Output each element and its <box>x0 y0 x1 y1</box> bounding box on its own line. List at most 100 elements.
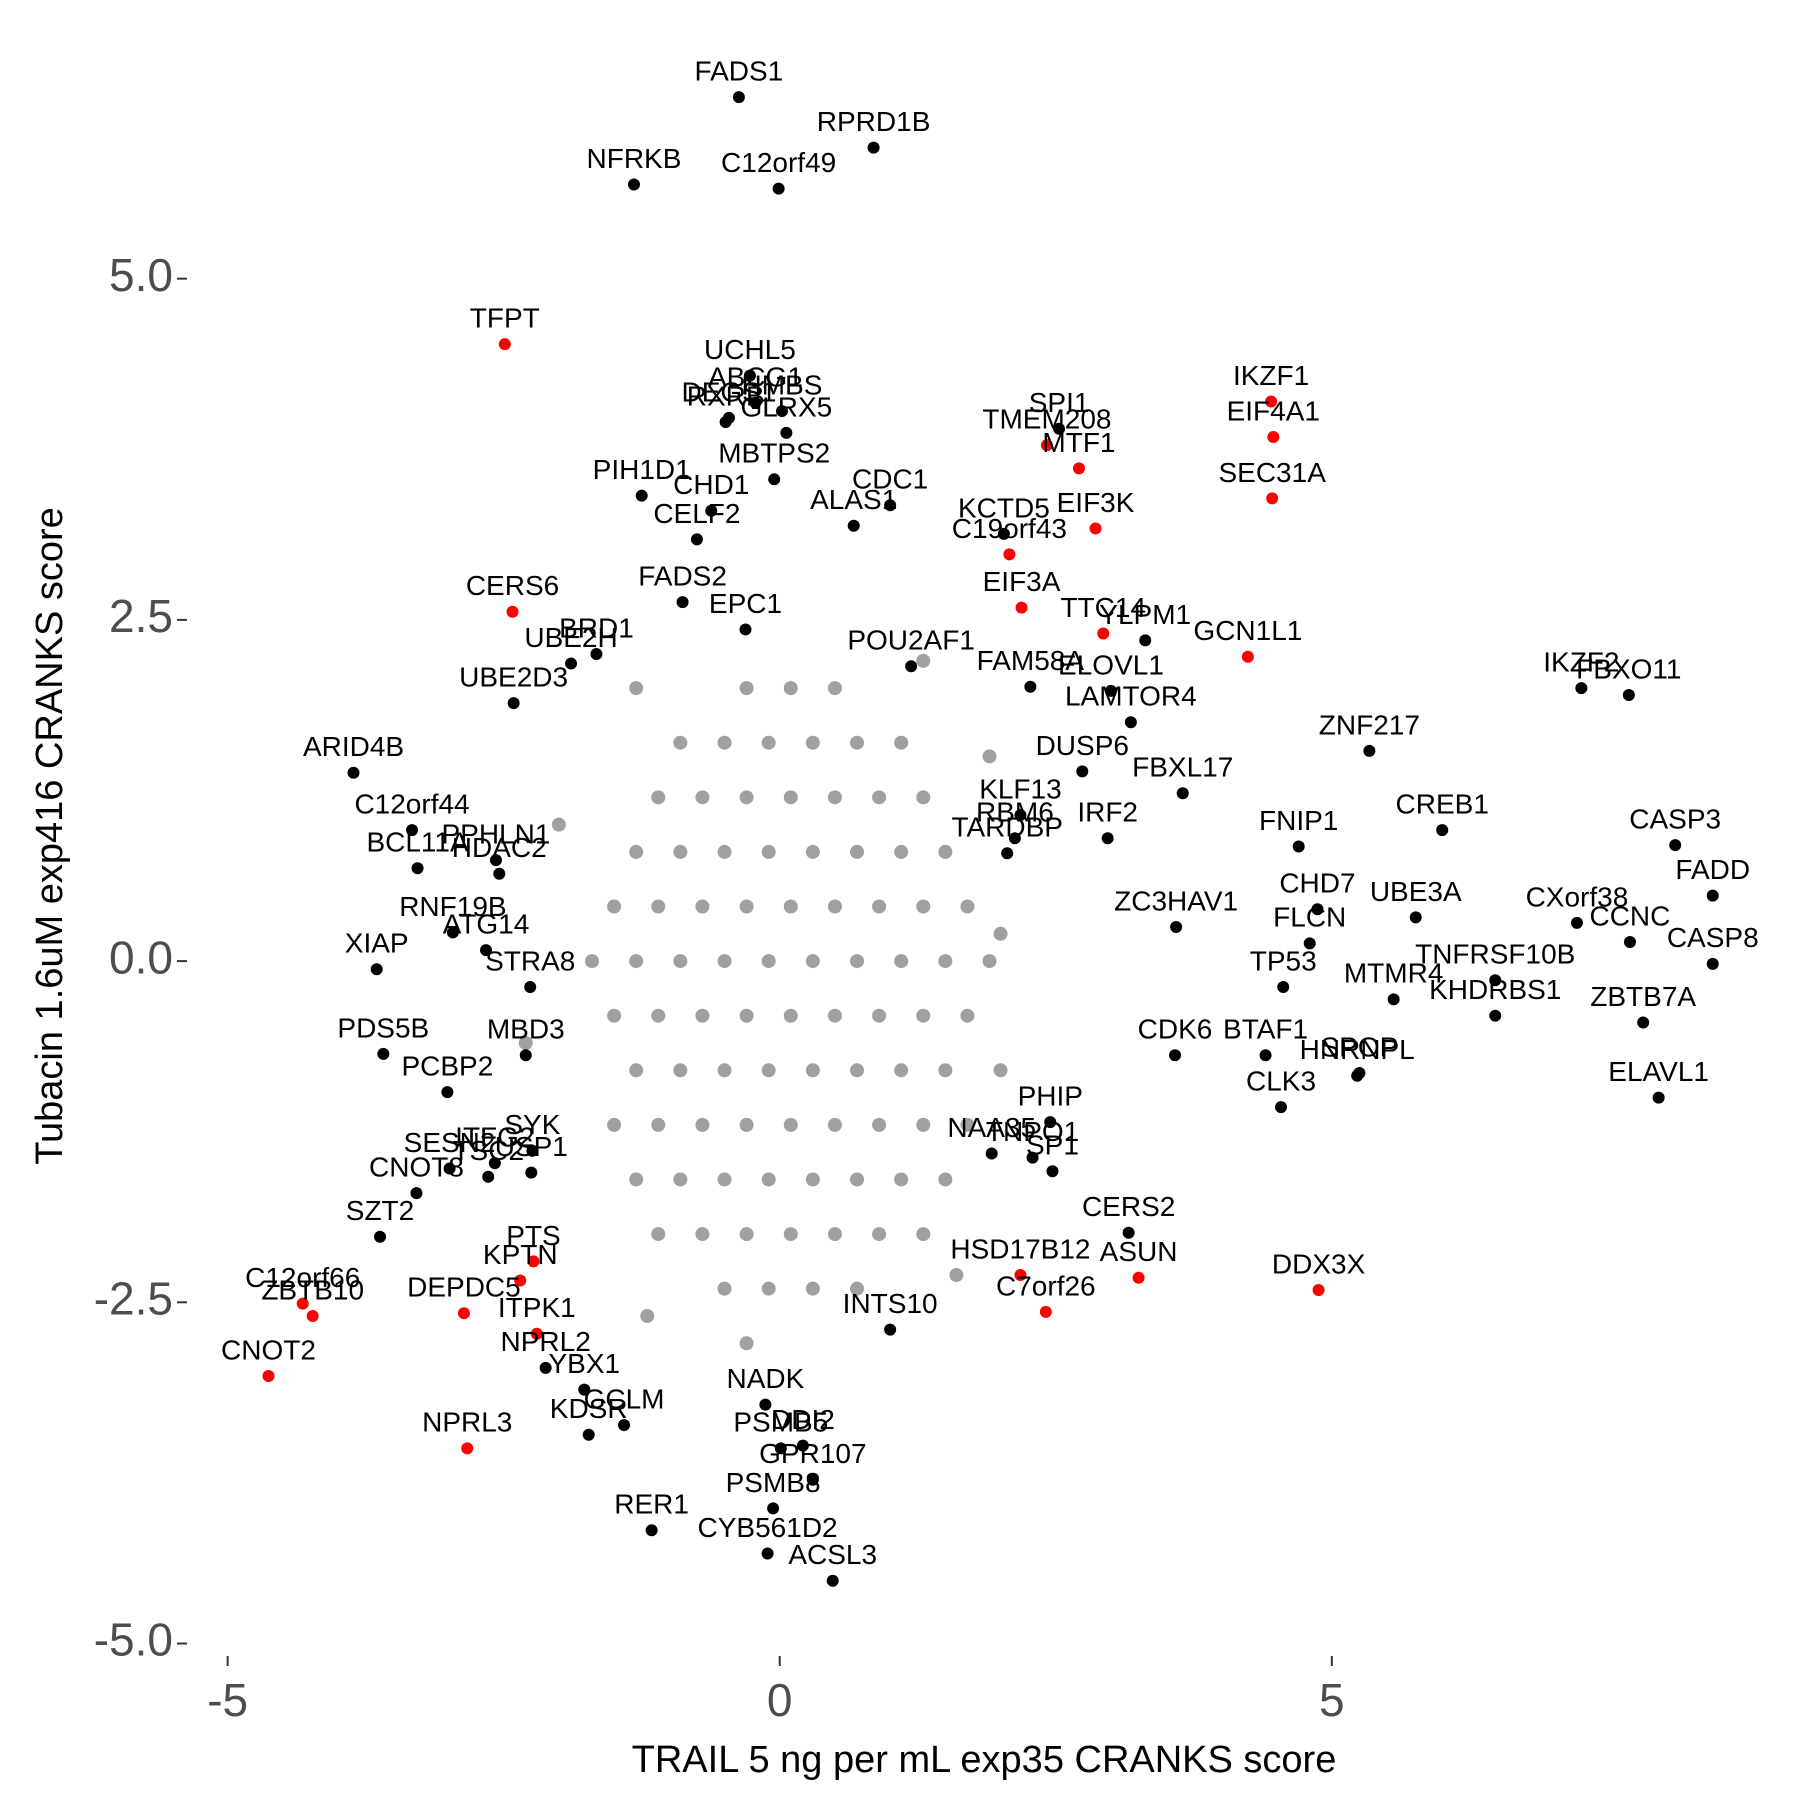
point-label: DEPDC5 <box>407 1272 521 1303</box>
point <box>607 1117 622 1132</box>
point <box>673 1063 688 1078</box>
point <box>480 944 493 957</box>
point <box>629 1063 644 1078</box>
point <box>1046 1165 1059 1178</box>
point-label: USP1 <box>495 1131 568 1162</box>
point <box>651 1117 666 1132</box>
point <box>607 1008 622 1023</box>
point <box>894 1172 909 1187</box>
point <box>1026 1151 1039 1164</box>
point <box>1436 824 1449 837</box>
point <box>347 766 360 779</box>
point <box>1570 916 1583 929</box>
point <box>1637 1016 1650 1029</box>
point-label: ACSL3 <box>788 1539 877 1570</box>
point-label: INTS10 <box>843 1288 938 1319</box>
point <box>443 1162 456 1175</box>
point <box>695 1227 710 1242</box>
point <box>514 1274 527 1287</box>
point <box>783 1008 798 1023</box>
point-label: PSMB5 <box>733 1407 828 1438</box>
point <box>374 1230 387 1243</box>
point <box>997 527 1010 540</box>
point <box>506 605 519 618</box>
point-label: C19orf43 <box>952 513 1067 544</box>
point <box>739 1117 754 1132</box>
point-label: UBE2D3 <box>459 662 568 693</box>
point <box>673 954 688 969</box>
point <box>805 954 820 969</box>
point-label: GPR107 <box>759 1438 866 1469</box>
point <box>618 1419 631 1432</box>
point <box>872 1008 887 1023</box>
point <box>582 1428 595 1441</box>
point-label: DEGS1 <box>681 376 776 407</box>
point <box>982 954 997 969</box>
point-label: FADS2 <box>638 561 727 592</box>
point <box>850 954 865 969</box>
point <box>806 1473 819 1486</box>
point <box>306 1309 319 1322</box>
point-label: NPRL2 <box>501 1326 591 1357</box>
point <box>717 954 732 969</box>
point <box>539 1361 552 1374</box>
point-label: FLCN <box>1273 902 1346 933</box>
point-label: TP53 <box>1250 945 1317 976</box>
point-label: CERS2 <box>1082 1191 1175 1222</box>
point <box>1124 716 1137 729</box>
point-label: UCHL5 <box>704 334 796 365</box>
point <box>783 1227 798 1242</box>
x-axis-title: TRAIL 5 ng per mL exp35 CRANKS score <box>632 1739 1337 1781</box>
point <box>1409 911 1422 924</box>
point-label: TMEM208 <box>982 404 1111 435</box>
point-label: KCTD5 <box>958 492 1050 523</box>
point <box>482 1170 495 1183</box>
y-tick-label: -2.5 <box>94 1272 173 1324</box>
point <box>916 1117 931 1132</box>
y-tick-label: 2.5 <box>109 590 173 642</box>
point-label: GLRX5 <box>740 391 832 422</box>
point <box>1008 832 1021 845</box>
point-label: EPC1 <box>709 588 782 619</box>
point <box>1266 492 1279 505</box>
point <box>676 596 689 609</box>
point <box>949 1268 964 1283</box>
point <box>695 1117 710 1132</box>
point <box>673 735 688 750</box>
point-label: EIF3K <box>1057 487 1135 518</box>
point <box>627 178 640 191</box>
point <box>761 1063 776 1078</box>
point <box>441 1086 454 1099</box>
point <box>717 1063 732 1078</box>
point-label: SYK <box>504 1109 560 1140</box>
point-label: LAMTOR4 <box>1065 681 1197 712</box>
point <box>411 862 424 875</box>
point-label: ITPK1 <box>498 1292 576 1323</box>
point <box>826 1574 839 1587</box>
point-label: FADS1 <box>695 56 784 87</box>
point <box>783 1117 798 1132</box>
point <box>498 338 511 351</box>
point-label: PSMB8 <box>726 1467 821 1498</box>
point-label: PIH1D1 <box>593 454 691 485</box>
point-label: CXorf38 <box>1526 881 1629 912</box>
point <box>796 1439 809 1452</box>
point-label: POU2AF1 <box>847 625 975 656</box>
point <box>743 369 756 382</box>
point-label: BCL11A <box>366 827 469 858</box>
point <box>526 1144 539 1157</box>
y-tick-label: 0.0 <box>109 931 173 983</box>
point-label: DDI2 <box>771 1404 835 1435</box>
point-label: CYB561D2 <box>698 1512 838 1543</box>
y-tick-label: 5.0 <box>109 249 173 301</box>
point-label: RPRD1B <box>817 106 931 137</box>
point-label: SPI1 <box>1029 387 1090 418</box>
point <box>717 735 732 750</box>
point <box>805 1172 820 1187</box>
point-label: TARDBP <box>951 812 1063 843</box>
point-label: PPHLN1 <box>441 818 550 849</box>
point <box>488 1157 501 1170</box>
point <box>768 473 781 486</box>
point-label: EIF3A <box>983 566 1061 597</box>
y-axis-title: Tubacin 1.6uM exp416 CRANKS score <box>29 507 71 1165</box>
